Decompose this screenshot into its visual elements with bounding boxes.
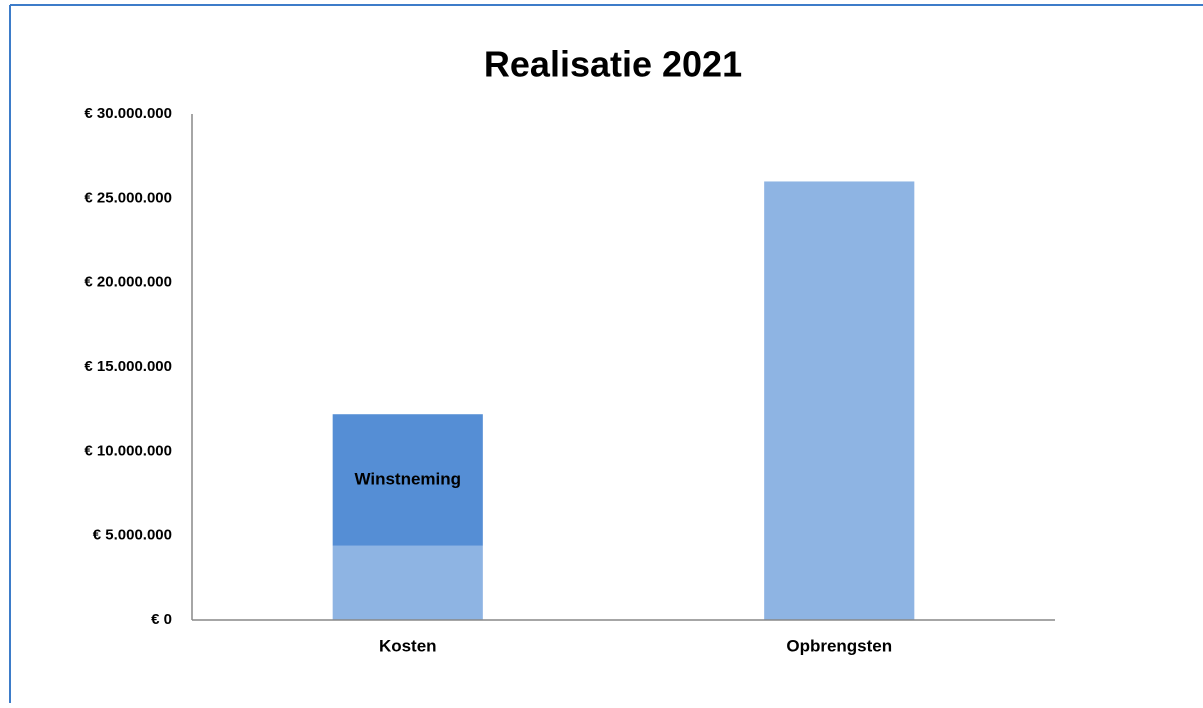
chart-title: Realisatie 2021 — [484, 44, 742, 85]
y-tick-label: € 20.000.000 — [84, 274, 172, 291]
bar-segment — [332, 545, 483, 620]
y-tick-label: € 10.000.000 — [84, 442, 172, 459]
x-tick-label: Kosten — [379, 636, 437, 655]
segment-label: Winstneming — [354, 469, 461, 488]
bar-segment — [764, 181, 915, 620]
y-tick-label: € 15.000.000 — [84, 358, 172, 375]
y-tick-label: € 30.000.000 — [84, 105, 172, 122]
bar-segment — [332, 414, 483, 546]
y-tick-label: € 25.000.000 — [84, 189, 172, 206]
y-tick-label: € 5.000.000 — [93, 527, 172, 544]
x-tick-label: Opbrengsten — [786, 636, 892, 655]
y-tick-label: € 0 — [151, 611, 172, 628]
